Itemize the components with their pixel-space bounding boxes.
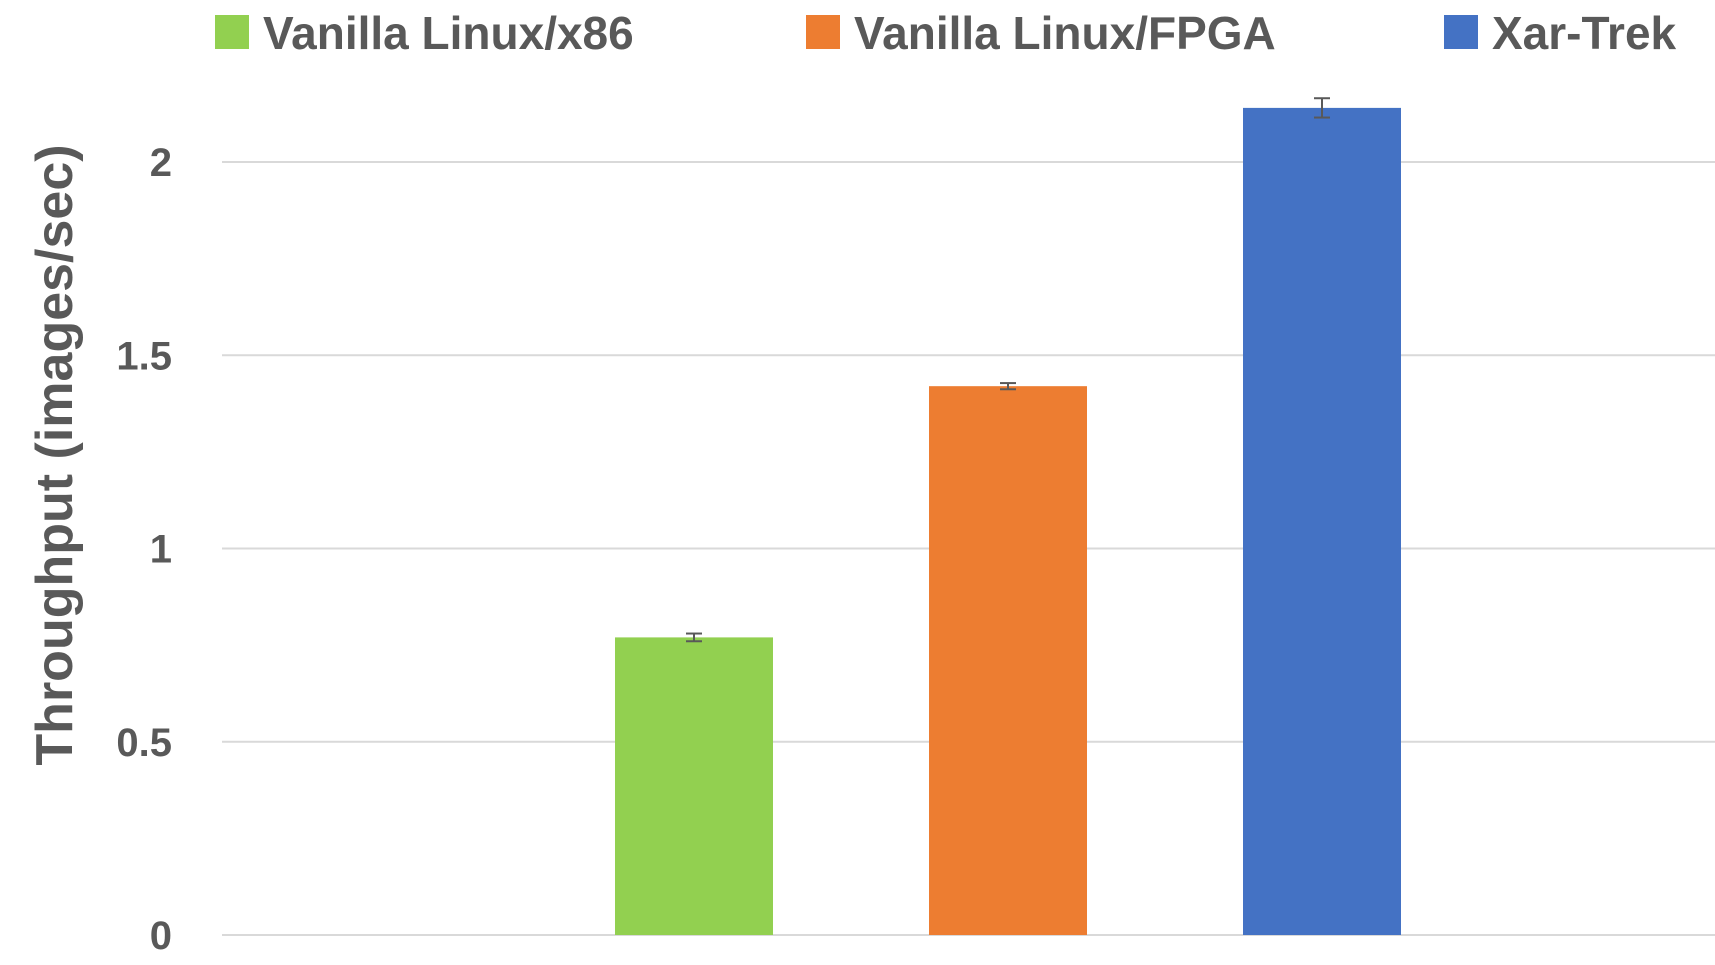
- y-axis-title: Throughput (images/sec): [26, 144, 84, 765]
- bar: [929, 386, 1087, 935]
- bar: [615, 637, 773, 935]
- bar: [1243, 107, 1401, 935]
- y-tick-label: 1: [150, 528, 172, 572]
- legend-label: Xar-Trek: [1492, 7, 1677, 59]
- legend-label: Vanilla Linux/x86: [263, 7, 634, 59]
- bars: [615, 107, 1401, 935]
- legend-label: Vanilla Linux/FPGA: [854, 7, 1276, 59]
- y-tick-label: 2: [150, 141, 172, 185]
- y-tick-label: 0.5: [116, 721, 172, 765]
- y-tick-label: 1.5: [116, 334, 172, 378]
- legend: Vanilla Linux/x86 Vanilla Linux/FPGA Xar-T…: [215, 7, 1677, 59]
- legend-swatch: [215, 15, 249, 49]
- y-axis-ticks: 0 0.5 1 1.5 2: [116, 141, 172, 958]
- legend-swatch: [806, 15, 840, 49]
- legend-swatch: [1444, 15, 1478, 49]
- error-bars: [686, 97, 1330, 643]
- y-tick-label: 0: [150, 914, 172, 958]
